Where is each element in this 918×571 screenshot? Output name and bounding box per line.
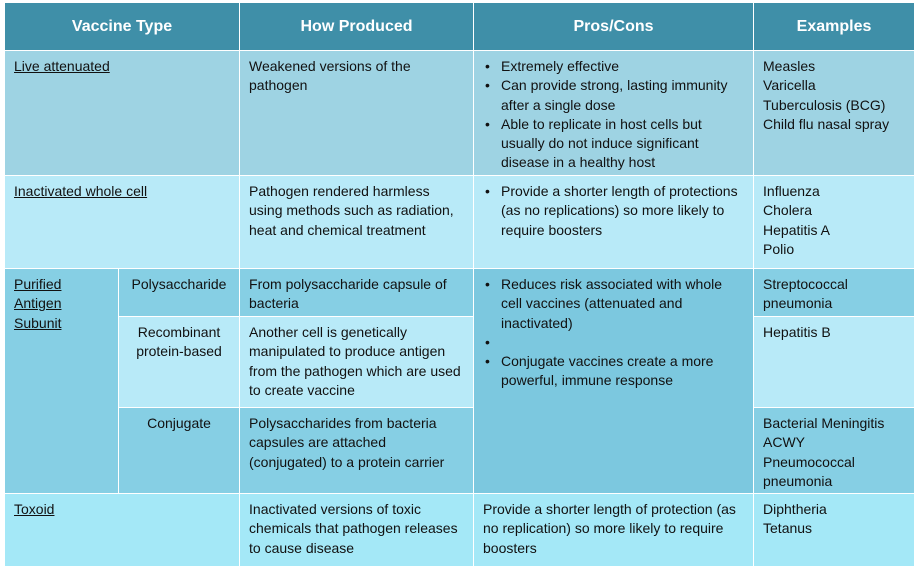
type-subunit-line: Purified: [14, 276, 62, 292]
type-toxoid: Toxoid: [14, 501, 55, 517]
cell-produced-toxoid: Inactivated versions of toxic chemicals …: [239, 493, 475, 567]
cell-pros-live: Extremely effective Can provide strong, …: [473, 50, 755, 176]
vaccine-table-container: Vaccine Type How Produced Pros/Cons Exam…: [3, 2, 916, 567]
example-item: Polio: [763, 240, 795, 257]
cell-type-subunit: Purified Antigen Subunit: [4, 268, 119, 494]
cell-examples-polysaccharide: Streptococcal pneumonia: [753, 268, 916, 317]
type-subunit-line: Subunit: [14, 314, 62, 331]
cell-produced-conjugate: Polysaccharides from bacteria capsules a…: [239, 407, 475, 494]
header-how-produced: How Produced: [239, 2, 475, 51]
table-row-recombinant: Recombinant protein-based Another cell i…: [5, 316, 916, 408]
example-item: Bacterial Meningitis ACWY: [763, 415, 885, 451]
table-row-inactivated: Inactivated whole cell Pathogen rendered…: [3, 175, 916, 269]
cell-examples-live: Measles Varicella Tuberculosis (BCG) Chi…: [753, 50, 916, 176]
cell-pros-toxoid: Provide a shorter length of protection (…: [473, 493, 755, 567]
cell-produced-inactivated: Pathogen rendered harmless using methods…: [239, 175, 475, 269]
example-item: Diphtheria: [763, 501, 827, 517]
cell-subtype-polysaccharide: Polysaccharide: [117, 268, 241, 317]
pros-list-inactivated: Provide a shorter length of protections …: [483, 182, 744, 240]
list-item: Able to replicate in host cells but usua…: [483, 115, 744, 173]
subtype-line: protein-based: [136, 343, 222, 360]
header-row: Vaccine Type How Produced Pros/Cons Exam…: [3, 2, 916, 51]
list-spacer: [483, 333, 744, 352]
table-row-polysaccharide: Purified Antigen Subunit Polysaccharide …: [4, 268, 916, 494]
table-row-toxoid: Toxoid Inactivated versions of toxic che…: [3, 493, 916, 567]
example-item: Cholera: [763, 202, 813, 219]
cell-examples-toxoid: Diphtheria Tetanus: [753, 493, 916, 567]
pros-list-subunit: Reduces risk associated with whole cell …: [483, 275, 744, 390]
header-vaccine-type: Vaccine Type: [3, 2, 241, 51]
cell-type-live: Live attenuated: [3, 50, 241, 176]
cell-subtype-recombinant: Recombinant protein-based: [117, 316, 241, 408]
vaccine-types-table: Vaccine Type How Produced Pros/Cons Exam…: [3, 2, 916, 567]
cell-produced-recombinant: Another cell is genetically manipulated …: [239, 316, 475, 408]
type-live-attenuated: Live attenuated: [14, 58, 110, 74]
list-item: Extremely effective: [483, 57, 744, 77]
cell-examples-conjugate: Bacterial Meningitis ACWY Pneumococcal p…: [753, 407, 916, 494]
table-row-live-attenuated: Live attenuated Weakened versions of the…: [3, 50, 916, 176]
cell-pros-inactivated: Provide a shorter length of protections …: [473, 175, 755, 269]
example-item: Tetanus: [763, 520, 813, 537]
example-item: Influenza: [763, 183, 820, 199]
cell-produced-live: Weakened versions of the pathogen: [239, 50, 475, 176]
list-item: Reduces risk associated with whole cell …: [483, 275, 744, 333]
cell-type-toxoid: Toxoid: [3, 493, 241, 567]
pros-list-live: Extremely effective Can provide strong, …: [483, 57, 744, 173]
list-item: Can provide strong, lasting immunity aft…: [483, 76, 744, 115]
type-subunit-line: Antigen: [14, 295, 62, 312]
example-item: Tuberculosis (BCG): [763, 96, 886, 113]
cell-examples-recombinant: Hepatitis B: [753, 316, 916, 408]
example-item: Measles: [763, 58, 816, 74]
example-item: Varicella: [763, 77, 816, 94]
header-pros-cons: Pros/Cons: [473, 2, 755, 51]
header-examples: Examples: [753, 2, 916, 51]
example-item: Hepatitis A: [763, 221, 830, 238]
list-item: Provide a shorter length of protections …: [483, 182, 744, 240]
cell-type-inactivated: Inactivated whole cell: [3, 175, 241, 269]
list-item: Conjugate vaccines create a more powerfu…: [483, 352, 744, 391]
cell-pros-subunit: Reduces risk associated with whole cell …: [473, 268, 755, 494]
cell-subtype-conjugate: Conjugate: [117, 407, 241, 494]
example-item: Child flu nasal spray: [763, 115, 890, 132]
cell-produced-polysaccharide: From polysaccharide capsule of bacteria: [239, 268, 475, 317]
type-inactivated-whole-cell: Inactivated whole cell: [14, 183, 148, 199]
table-row-conjugate: Conjugate Polysaccharides from bacteria …: [5, 407, 916, 494]
example-item: Pneumococcal pneumonia: [763, 453, 855, 489]
cell-examples-inactivated: Influenza Cholera Hepatitis A Polio: [753, 175, 916, 269]
subtype-line: Recombinant: [137, 324, 221, 340]
